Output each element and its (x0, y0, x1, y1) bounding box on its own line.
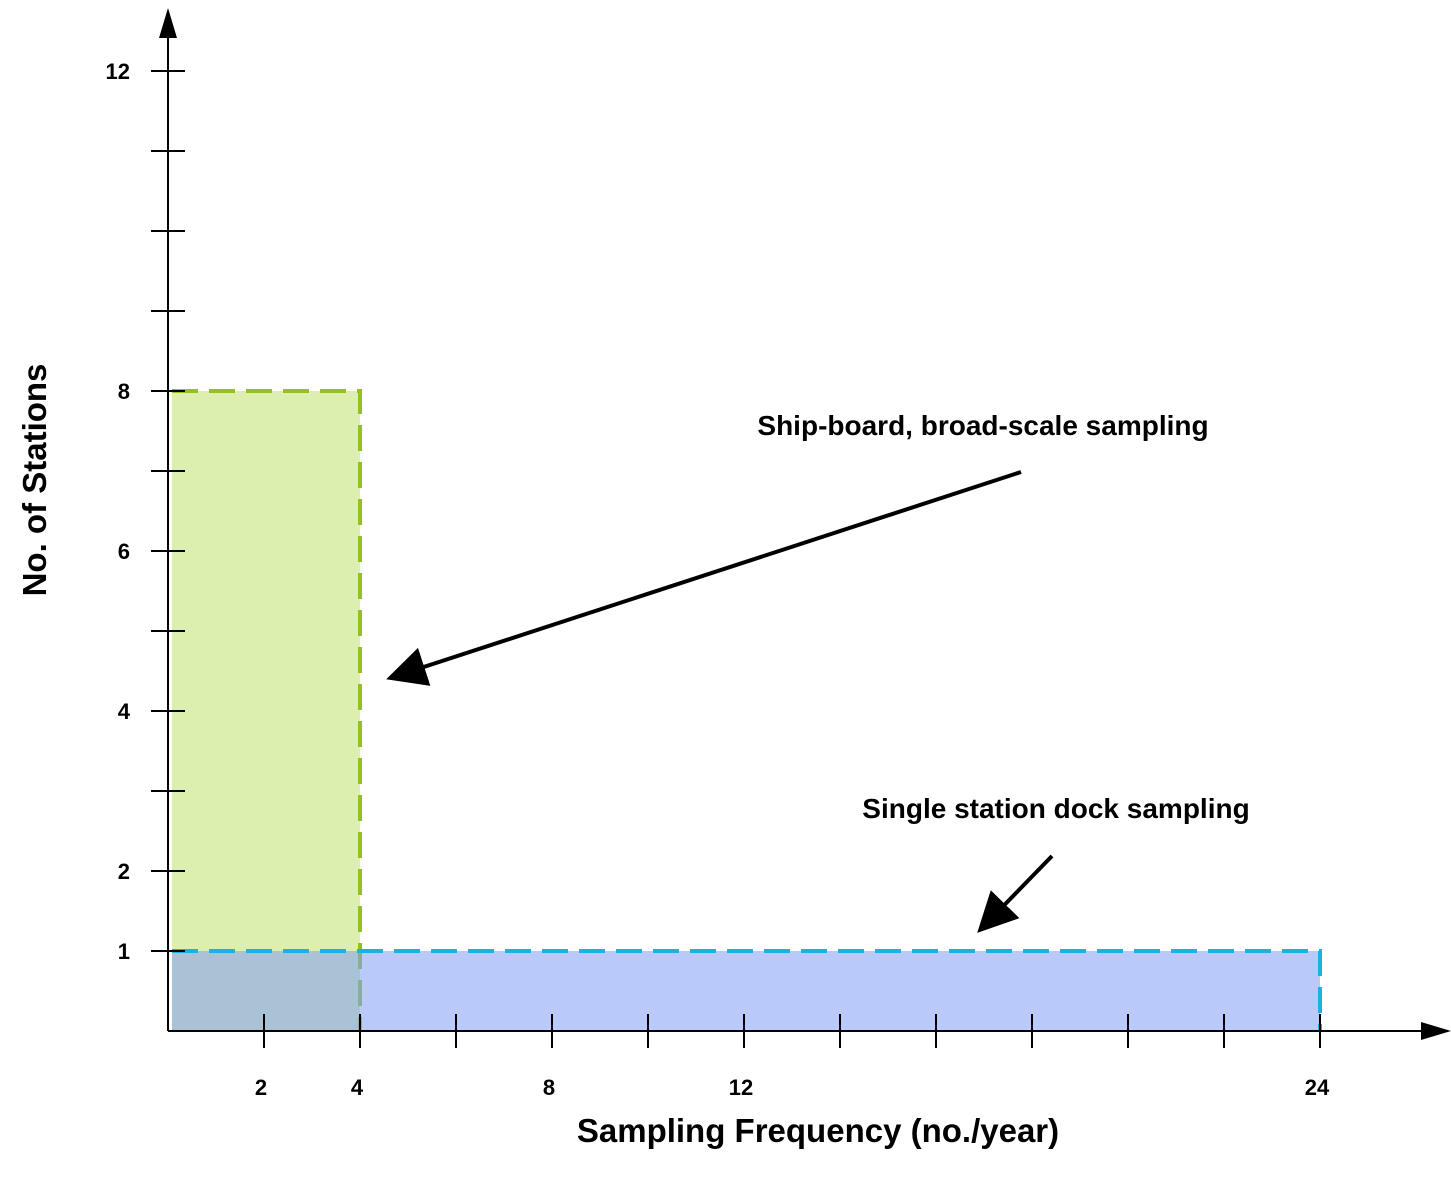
y-tick-label: 4 (118, 699, 131, 724)
x-tick-label: 4 (351, 1075, 364, 1100)
annotation-single-station: Single station dock sampling (862, 793, 1250, 933)
x-tick-label: 2 (255, 1075, 267, 1100)
y-tick-label: 1 (118, 939, 130, 964)
x-axis-title: Sampling Frequency (no./year) (577, 1112, 1059, 1149)
x-axis-arrow-icon (1421, 1022, 1451, 1040)
y-axis-title: No. of Stations (16, 364, 53, 597)
annotation-single-station-arrow (977, 854, 1054, 933)
single-station-region-border (172, 949, 1322, 1031)
y-tick-label: 2 (118, 859, 130, 884)
annotation-single-station-label: Single station dock sampling (862, 793, 1249, 824)
y-tick-label: 6 (118, 539, 130, 564)
single-station-region-fill (172, 951, 1320, 1031)
annotation-ship-board-arrow (386, 470, 1022, 686)
ship-board-region-fill (172, 391, 360, 1031)
y-tick-label: 12 (106, 59, 130, 84)
annotation-ship-board-label: Ship-board, broad-scale sampling (757, 410, 1208, 441)
y-tick-label: 8 (118, 379, 130, 404)
x-tick-label: 12 (729, 1075, 753, 1100)
annotation-ship-board: Ship-board, broad-scale sampling (386, 410, 1209, 686)
y-axis-arrow-icon (159, 8, 177, 38)
x-tick-label: 24 (1305, 1075, 1330, 1100)
x-tick-label: 8 (543, 1075, 555, 1100)
ship-board-region-border (172, 389, 362, 1031)
